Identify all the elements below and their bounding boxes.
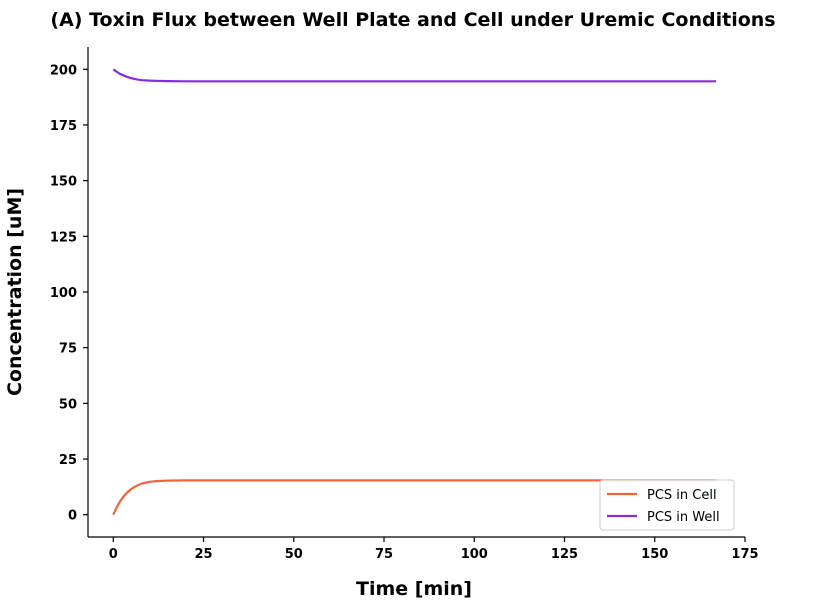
series-line-2 (112, 68, 717, 83)
y-tick-label: 175 (50, 119, 77, 134)
x-tick-label: 50 (285, 547, 303, 562)
x-tick-label: 0 (109, 547, 118, 562)
y-tick-label: 200 (50, 63, 77, 78)
legend-label: PCS in Well (647, 510, 720, 525)
x-tick-label: 25 (194, 547, 212, 562)
y-tick-label: 50 (59, 397, 77, 412)
x-axis-label: Time [min] (356, 578, 472, 600)
y-tick-label: 0 (68, 509, 77, 524)
chart-title: (A) Toxin Flux between Well Plate and Ce… (50, 9, 775, 31)
y-tick-label: 25 (59, 453, 77, 468)
legend-box (599, 479, 735, 531)
y-tick-label: 100 (50, 286, 77, 301)
x-tick-label: 175 (731, 547, 758, 562)
axes (87, 47, 745, 538)
y-axis-label: Concentration [uM] (4, 188, 26, 396)
x-tick-label: 150 (641, 547, 668, 562)
series-line-1 (112, 479, 717, 516)
legend: PCS in Cell PCS in Well (599, 479, 735, 531)
y-tick-label: 75 (59, 342, 77, 357)
x-tick-label: 125 (551, 547, 578, 562)
legend-label: PCS in Cell (647, 488, 717, 503)
x-tick-label: 75 (375, 547, 393, 562)
y-tick-label: 150 (50, 175, 77, 190)
x-tick-label: 100 (461, 547, 488, 562)
ticks: 0 25 50 75 100 125 150 175 0 25 50 75 100 125 150 175 20… (50, 63, 759, 562)
series-lines (112, 68, 717, 516)
y-tick-label: 125 (50, 230, 77, 245)
